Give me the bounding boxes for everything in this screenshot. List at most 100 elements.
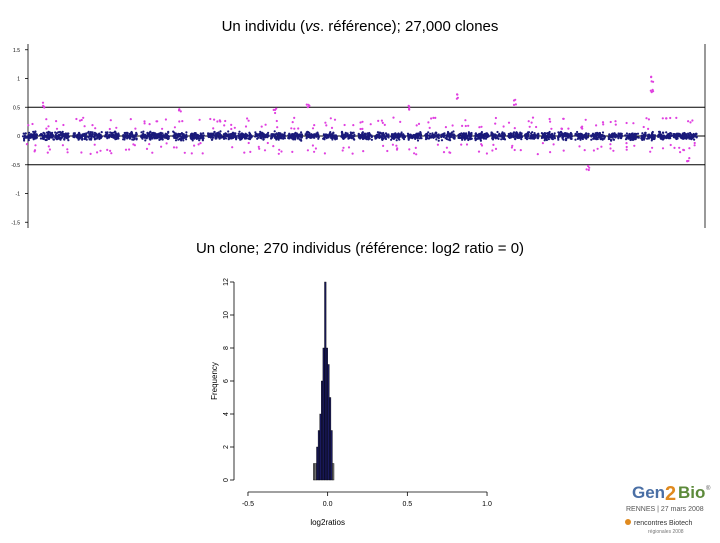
data-point [493,133,496,136]
data-point [570,134,573,137]
data-point-aberrant [541,142,545,145]
data-point-aberrant [93,143,96,146]
data-point-aberrant [494,122,497,125]
data-point-aberrant [595,124,598,127]
data-point [393,134,396,137]
data-point [675,132,679,135]
data-point [185,131,188,134]
data-point-aberrant [362,150,365,153]
data-point-aberrant [480,144,484,147]
data-point-aberrant [247,119,250,122]
data-point [130,130,133,134]
data-point [467,133,470,136]
data-point [235,138,238,141]
data-point [435,131,438,134]
histogram-chart: 0 2 4 6 8 10 12 Frequency -0.5 0.0 0.5 1.0 log2ratio… [210,278,492,527]
data-point [396,133,399,136]
data-point [679,136,682,139]
data-point [635,132,638,136]
data-point [256,137,259,140]
data-point [300,133,303,136]
data-point [154,133,157,136]
x-tick-label: 1.0 [482,501,492,508]
data-point [58,130,62,134]
data-point [626,134,629,137]
data-point [500,135,503,138]
data-point-aberrant [160,145,163,148]
data-point-aberrant [80,151,83,154]
data-point [282,136,285,139]
data-point [651,130,654,134]
data-point [512,133,515,136]
data-point [512,131,516,134]
data-point-aberrant [109,119,112,122]
data-point [202,132,205,135]
data-point-aberrant [614,120,617,123]
data-point [114,132,117,135]
data-point [689,131,692,135]
data-point [534,136,537,139]
data-point-aberrant [510,146,513,149]
histogram-bar [325,347,328,481]
data-point [617,135,620,138]
data-point-aberrant [552,143,555,146]
data-point [115,134,118,137]
data-point [344,136,347,139]
data-point [175,137,178,140]
data-point [361,135,364,138]
data-point [255,132,258,136]
data-point [629,135,632,138]
data-point [77,137,80,140]
data-point-aberrant [246,117,249,120]
data-point [508,136,511,139]
data-point [35,135,38,138]
data-point-aberrant [601,121,605,124]
data-point-aberrant [477,150,481,153]
top-title-italic: vs [304,18,320,35]
data-point [225,133,228,137]
top-title-post: . référence); 27,000 clones [319,18,499,35]
data-point-aberrant [89,152,92,155]
y-tick-label: 12 [223,278,230,286]
data-point [179,133,182,136]
data-point [526,131,530,134]
data-point-aberrant [592,149,596,152]
data-point [93,133,96,136]
data-point [590,138,593,141]
data-point [487,134,490,137]
data-point-aberrant [243,151,246,154]
data-point-aberrant [291,121,294,124]
histogram-bar [319,413,322,481]
data-point-aberrant [66,151,69,154]
data-point [63,133,66,136]
data-point-aberrant [249,150,252,153]
data-point [173,135,176,138]
data-point [629,138,632,142]
data-point [131,134,134,137]
data-point-aberrant [224,119,227,123]
data-point [617,137,620,140]
data-point [46,135,50,138]
data-point [328,132,331,135]
data-point [449,135,453,139]
data-point [636,132,640,135]
logo-event-tag: régionales 2008 [648,529,684,535]
data-point [105,134,108,137]
data-point [158,132,162,135]
data-point [510,133,513,136]
data-point [532,135,536,138]
data-point [231,136,235,140]
data-point-aberrant [513,148,516,152]
data-point [494,137,497,140]
data-point [330,136,333,139]
data-point [211,138,214,141]
data-point [193,136,196,139]
data-point [587,133,590,136]
data-point [189,133,193,136]
data-point-aberrant [432,116,435,119]
y-tick-label: 6 [223,379,230,383]
gen2bio-logo: Gen 2 Bio ® RENNES | 27 mars 2008 rencon… [600,478,718,538]
data-point [109,134,112,138]
data-point [114,138,117,141]
data-point [148,137,151,140]
